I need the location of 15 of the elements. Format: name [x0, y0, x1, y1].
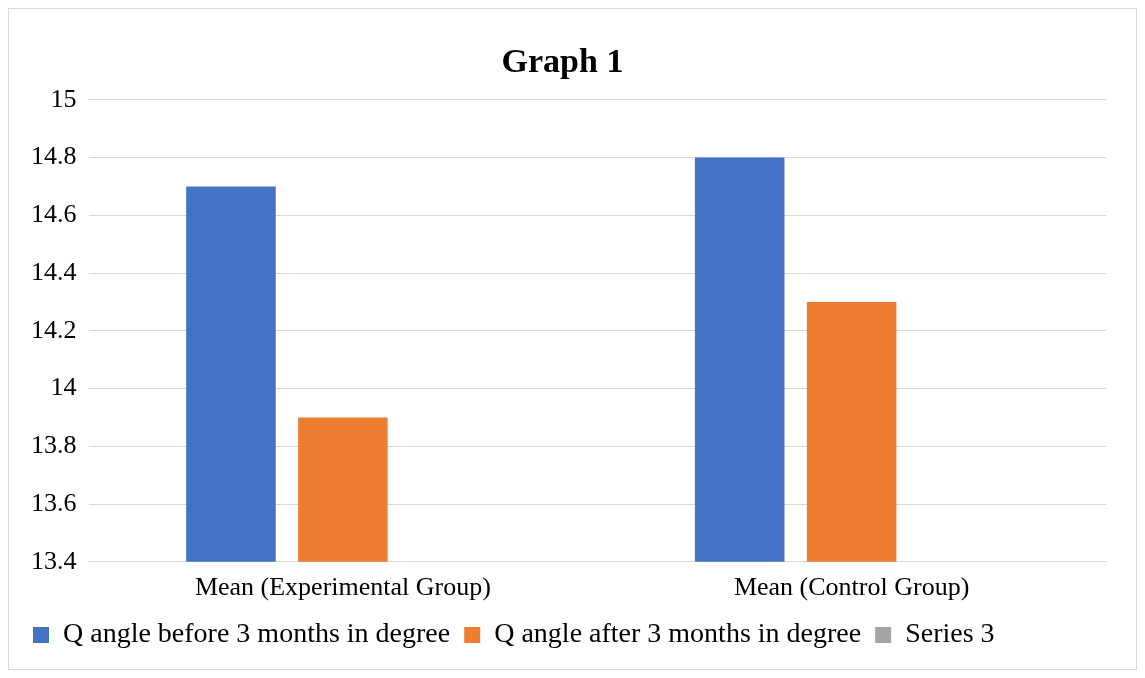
y-tick-label: 13.4	[31, 545, 77, 575]
legend-label: Series 3	[905, 617, 995, 649]
x-tick-label: Mean (Control Group)	[733, 572, 970, 602]
y-tick-label: 13.8	[31, 430, 77, 460]
legend-label: Q angle before 3 months in degree	[63, 617, 451, 649]
y-tick-label: 15	[50, 83, 77, 113]
y-tick-label: 14.4	[31, 256, 77, 286]
y-tick-label: 14.8	[31, 141, 77, 171]
y-tick-label: 13.6	[31, 487, 77, 517]
chart-title: Graph 1	[501, 42, 624, 80]
y-tick-label: 14.6	[31, 199, 77, 229]
y-tick-label: 14.2	[31, 314, 77, 344]
y-tick-label: 14	[50, 372, 77, 402]
legend-label: Q angle after 3 months in degree	[494, 617, 862, 649]
x-tick-label: Mean (Experimental Group)	[194, 572, 491, 602]
